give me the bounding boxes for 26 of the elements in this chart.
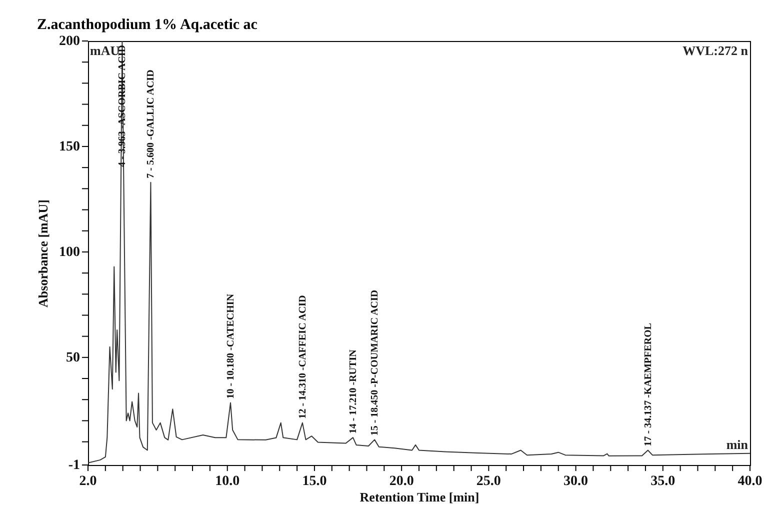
x-tick-label: 10.0 (215, 474, 240, 489)
y-tick-label: 50 (66, 350, 80, 366)
x-tick-label: 2.0 (79, 474, 97, 489)
annotation: min (726, 437, 749, 452)
annotation: 10 - 10.180 -CATECHIN (226, 293, 237, 399)
y-tick-label: 100 (59, 244, 80, 260)
annotation: 15 - 18.450 -P-COUMARIC ACID (370, 290, 381, 436)
annotation: 14 - 17.210 -RUTIN (348, 348, 359, 434)
annotation: WVL:272 n (682, 43, 749, 58)
x-tick-label: 35.0 (650, 474, 676, 489)
annotation: 7 - 5.600 -GALLIC ACID (146, 70, 157, 178)
x-tick-label: 20.0 (389, 474, 414, 489)
x-tick-label: 30.0 (564, 474, 588, 489)
y-axis-title: Absorbance [mAU] (36, 200, 50, 308)
x-tick-label: 25.0 (476, 474, 501, 489)
y-tick-label: -1 (68, 458, 80, 473)
annotation: 4 - 3.963 -ASCORBIC ACID (117, 45, 128, 167)
annotation: 12 - 14.310 -CAFFEIC ACID (297, 295, 308, 419)
y-tick-label: 150 (59, 139, 80, 154)
x-tick-label: 15.0 (302, 474, 327, 489)
line-series (88, 41, 750, 464)
y-tick-label: 200 (59, 34, 80, 49)
chart-title: Z.acanthopodium 1% Aq.acetic ac (37, 17, 258, 33)
annotation: 17 - 34.137 -KAEMPFEROL (642, 322, 654, 446)
x-tick-label: 40.0 (738, 474, 762, 489)
x-axis-title: Retention Time [min] (360, 490, 480, 504)
